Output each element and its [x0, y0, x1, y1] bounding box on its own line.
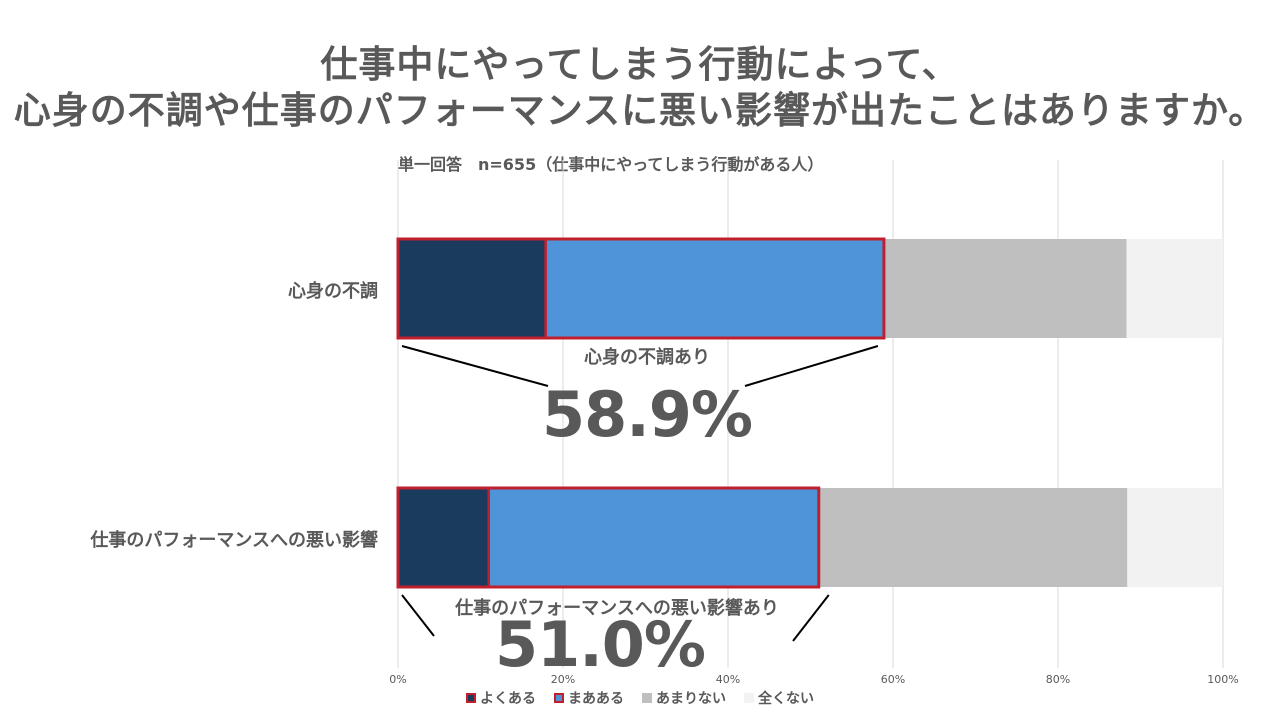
legend: よくある まあある あまりない 全くない: [0, 688, 1280, 708]
callout-line-right-1: [792, 594, 830, 642]
bar-segment-1-2: [818, 488, 1128, 587]
callout-value-performance: 51.0%: [494, 608, 706, 681]
bar-segment-0-0: [396, 237, 547, 340]
legend-label-sometimes: まあある: [568, 691, 624, 707]
chart-title-line-1: 仕事中にやってしまう行動によって、: [320, 43, 960, 86]
category-label-performance: 仕事のパフォーマンスへの悪い影響: [90, 530, 378, 551]
bar-segment-0-1: [544, 237, 886, 340]
legend-swatch-rarely: [642, 693, 652, 703]
callout-line-left-1: [401, 594, 435, 637]
highlight-outline-1: [396, 486, 821, 589]
callout-label-performance: 仕事のパフォーマンスへの悪い影響あり: [455, 598, 779, 619]
legend-swatch-never: [744, 693, 754, 703]
x-tick-label-5: 100%: [1207, 673, 1238, 686]
x-tick-label-3: 60%: [881, 673, 905, 686]
legend-item-often: よくある: [466, 688, 536, 708]
legend-swatch-sometimes: [554, 693, 564, 703]
bar-segment-1-0: [396, 486, 490, 589]
legend-label-never: 全くない: [758, 691, 814, 707]
chart-subtitle: 単一回答 n=655（仕事中にやってしまう行動がある人）: [398, 155, 824, 174]
legend-item-sometimes: まあある: [554, 688, 624, 708]
x-tick-label-4: 80%: [1046, 673, 1070, 686]
legend-label-often: よくある: [480, 691, 536, 707]
chart-title-line-2: 心身の不調や仕事のパフォーマンスに悪い影響が出たことはありますか。: [13, 89, 1267, 132]
legend-label-rarely: あまりない: [656, 691, 726, 707]
bar-segment-1-1: [487, 486, 820, 589]
category-label-mental-physical: 心身の不調: [288, 281, 378, 302]
bar-segment-0-3: [1126, 239, 1223, 338]
x-tick-label-0: 0%: [389, 673, 406, 686]
bar-segment-0-2: [883, 239, 1127, 338]
legend-swatch-often: [466, 693, 476, 703]
callout-value-mental-physical: 58.9%: [541, 378, 753, 451]
callout-label-mental-physical: 心身の不調あり: [584, 347, 710, 368]
x-tick-label-2: 40%: [716, 673, 740, 686]
legend-item-never: 全くない: [744, 688, 814, 708]
bar-segment-1-3: [1127, 488, 1223, 587]
callout-line-left-0: [401, 345, 549, 387]
highlight-outline-0: [396, 237, 886, 340]
legend-item-rarely: あまりない: [642, 688, 726, 708]
callout-line-right-0: [744, 345, 879, 387]
x-tick-label-1: 20%: [551, 673, 575, 686]
